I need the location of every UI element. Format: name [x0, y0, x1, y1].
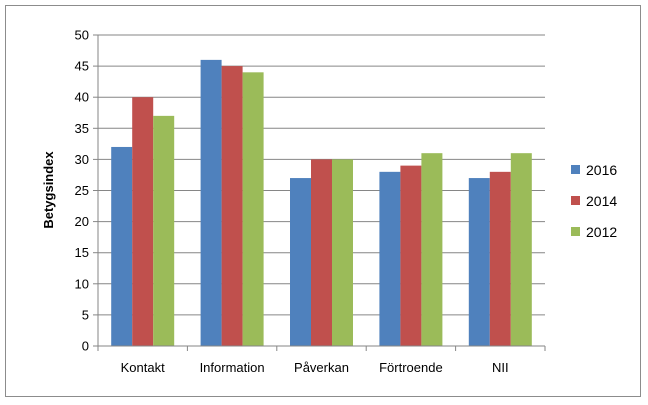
y-tick-label: 20: [75, 214, 89, 229]
y-tick-label: 30: [75, 152, 89, 167]
y-tick-label: 40: [75, 90, 89, 105]
bar-2016-förtroende: [379, 171, 401, 346]
bar-2016-information: [200, 59, 222, 346]
legend-swatch-2012: [571, 227, 580, 236]
y-tick-label: 10: [75, 276, 89, 291]
bar-2012-påverkan: [332, 159, 353, 346]
y-tick-label: 45: [75, 59, 89, 74]
legend-label: 2016: [586, 162, 617, 178]
x-tick-label: Förtroende: [379, 360, 443, 375]
x-tick-label: Information: [200, 360, 265, 375]
legend-swatch-2014: [571, 196, 580, 205]
bar-2014-förtroende: [400, 165, 422, 346]
y-axis-label: Betygsindex: [41, 151, 56, 229]
bar-2012-förtroende: [421, 153, 443, 346]
y-tick-label: 50: [75, 28, 89, 43]
y-tick-label: 5: [82, 307, 89, 322]
y-tick-label: 25: [75, 183, 89, 198]
legend-label: 2014: [586, 193, 617, 209]
bars: [111, 59, 532, 346]
bar-2016-nii: [468, 178, 490, 346]
x-tick-labels: Kontakt Information Påverkan Förtroende NII: [121, 360, 509, 375]
bar-2012-nii: [510, 153, 532, 346]
bar-2016-påverkan: [290, 178, 311, 346]
axes: [93, 34, 546, 351]
bar-2012-information: [242, 72, 264, 346]
y-tick-label: 35: [75, 121, 89, 136]
legend-label: 2012: [586, 224, 617, 240]
bar-2014-nii: [489, 171, 511, 346]
legend: 2016 2014 2012: [571, 162, 617, 240]
bar-2016-kontakt: [111, 146, 133, 346]
y-tick-labels: 0 5 10 15 20 25 30 35 40 45 50: [75, 28, 89, 354]
x-tick-label: NII: [492, 360, 509, 375]
legend-swatch-2016: [571, 165, 580, 174]
x-tick-label: Kontakt: [121, 360, 165, 375]
bar-2012-kontakt: [153, 115, 175, 346]
bar-2014-kontakt: [132, 97, 154, 346]
bar-2014-information: [221, 66, 243, 346]
y-tick-label: 15: [75, 245, 89, 260]
bar-2014-påverkan: [311, 159, 332, 346]
y-tick-label: 0: [82, 339, 89, 354]
x-tick-label: Påverkan: [294, 360, 349, 375]
